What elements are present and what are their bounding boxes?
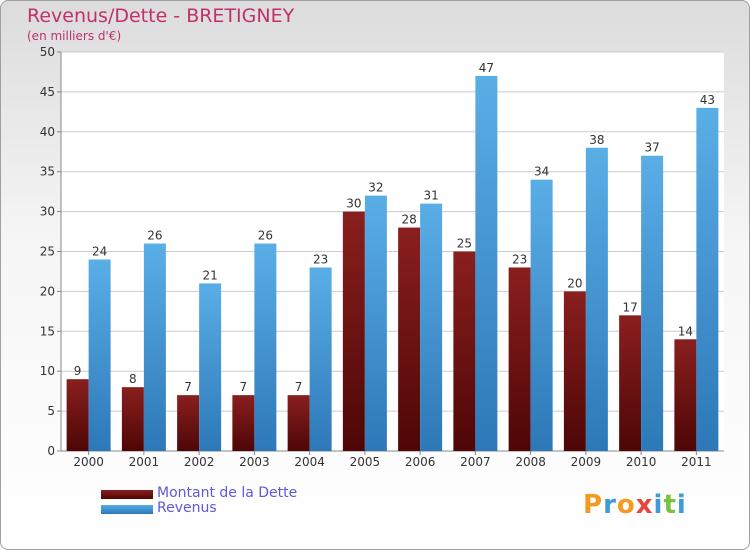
x-tick-label: 2009 xyxy=(571,455,602,469)
data-label-revenue: 31 xyxy=(423,189,438,203)
y-tick-label: 50 xyxy=(40,45,55,59)
logo-letter: x xyxy=(635,490,654,520)
logo-letter: P xyxy=(583,490,604,520)
data-label-debt: 8 xyxy=(129,372,137,386)
data-label-revenue: 43 xyxy=(700,93,715,107)
data-label-debt: 7 xyxy=(184,380,192,394)
y-tick-label: 40 xyxy=(40,125,55,139)
bar-revenue xyxy=(199,283,222,451)
x-tick-label: 2008 xyxy=(515,455,546,469)
data-label-debt: 17 xyxy=(622,300,637,314)
x-tick-label: 2001 xyxy=(129,455,160,469)
proxiti-logo: Proxiti xyxy=(583,490,687,520)
bar-revenue xyxy=(88,259,111,451)
bar-debt xyxy=(508,267,531,451)
y-tick-label: 45 xyxy=(40,85,55,99)
y-tick-label: 20 xyxy=(40,284,55,298)
bar-revenue xyxy=(254,243,277,451)
data-label-revenue: 38 xyxy=(589,133,604,147)
y-tick-label: 25 xyxy=(40,245,55,259)
y-tick-label: 15 xyxy=(40,324,55,338)
data-label-revenue: 26 xyxy=(258,229,273,243)
y-tick-label: 0 xyxy=(47,444,55,458)
bar-revenue xyxy=(475,75,498,451)
bar-debt xyxy=(342,211,365,451)
legend-swatch-revenue xyxy=(101,505,153,514)
x-tick-label: 2011 xyxy=(681,455,712,469)
chart-subtitle: (en milliers d'€) xyxy=(27,29,122,43)
bar-debt xyxy=(619,315,642,451)
x-tick-label: 2005 xyxy=(350,455,381,469)
bar-revenue xyxy=(530,179,553,451)
bar-revenue xyxy=(309,267,332,451)
data-label-revenue: 24 xyxy=(92,244,107,258)
bar-revenue xyxy=(696,107,719,452)
x-tick-label: 2000 xyxy=(73,455,104,469)
logo-letter: t xyxy=(663,490,677,520)
x-tick-label: 2002 xyxy=(184,455,215,469)
data-label-debt: 7 xyxy=(240,380,248,394)
logo-letter: i xyxy=(653,490,664,520)
data-label-debt: 14 xyxy=(678,324,693,338)
logo-letter: r xyxy=(603,490,617,520)
legend-label-revenue: Revenus xyxy=(157,500,217,516)
bar-debt xyxy=(177,395,200,451)
data-label-debt: 30 xyxy=(346,197,361,211)
bar-debt xyxy=(398,227,421,451)
y-tick-label: 10 xyxy=(40,364,55,378)
data-label-debt: 28 xyxy=(401,213,416,227)
y-tick-label: 35 xyxy=(40,165,55,179)
bar-revenue xyxy=(420,203,443,451)
data-label-debt: 7 xyxy=(295,380,303,394)
y-tick-label: 5 xyxy=(47,404,55,418)
data-label-revenue: 37 xyxy=(644,141,659,155)
x-tick-label: 2004 xyxy=(294,455,325,469)
data-label-revenue: 34 xyxy=(534,165,549,179)
x-tick-label: 2006 xyxy=(405,455,436,469)
data-label-debt: 23 xyxy=(512,252,527,266)
data-label-revenue: 47 xyxy=(479,61,494,75)
chart-title: Revenus/Dette - BRETIGNEY xyxy=(27,5,295,27)
logo-letter: i xyxy=(676,490,687,520)
bar-revenue xyxy=(364,195,387,451)
x-tick-label: 2003 xyxy=(239,455,270,469)
legend-label-debt: Montant de la Dette xyxy=(157,485,298,501)
y-tick-label: 30 xyxy=(40,205,55,219)
data-label-revenue: 32 xyxy=(368,181,383,195)
x-tick-label: 2007 xyxy=(460,455,491,469)
bar-debt xyxy=(66,379,89,451)
bar-debt xyxy=(121,387,144,451)
bar-revenue xyxy=(585,147,608,451)
data-label-revenue: 21 xyxy=(202,268,217,282)
bar-debt xyxy=(453,251,476,451)
x-tick-label: 2010 xyxy=(626,455,657,469)
bar-debt xyxy=(232,395,255,451)
logo-letter: o xyxy=(616,490,636,520)
data-label-debt: 20 xyxy=(567,276,582,290)
bar-revenue xyxy=(143,243,166,451)
bar-revenue xyxy=(641,155,664,452)
data-label-debt: 25 xyxy=(457,237,472,251)
data-label-revenue: 23 xyxy=(313,252,328,266)
bar-debt xyxy=(674,339,697,451)
data-label-debt: 9 xyxy=(74,364,82,378)
data-label-revenue: 26 xyxy=(147,229,162,243)
bar-debt xyxy=(563,291,586,451)
legend-swatch-debt xyxy=(101,490,153,499)
bar-debt xyxy=(287,395,310,451)
